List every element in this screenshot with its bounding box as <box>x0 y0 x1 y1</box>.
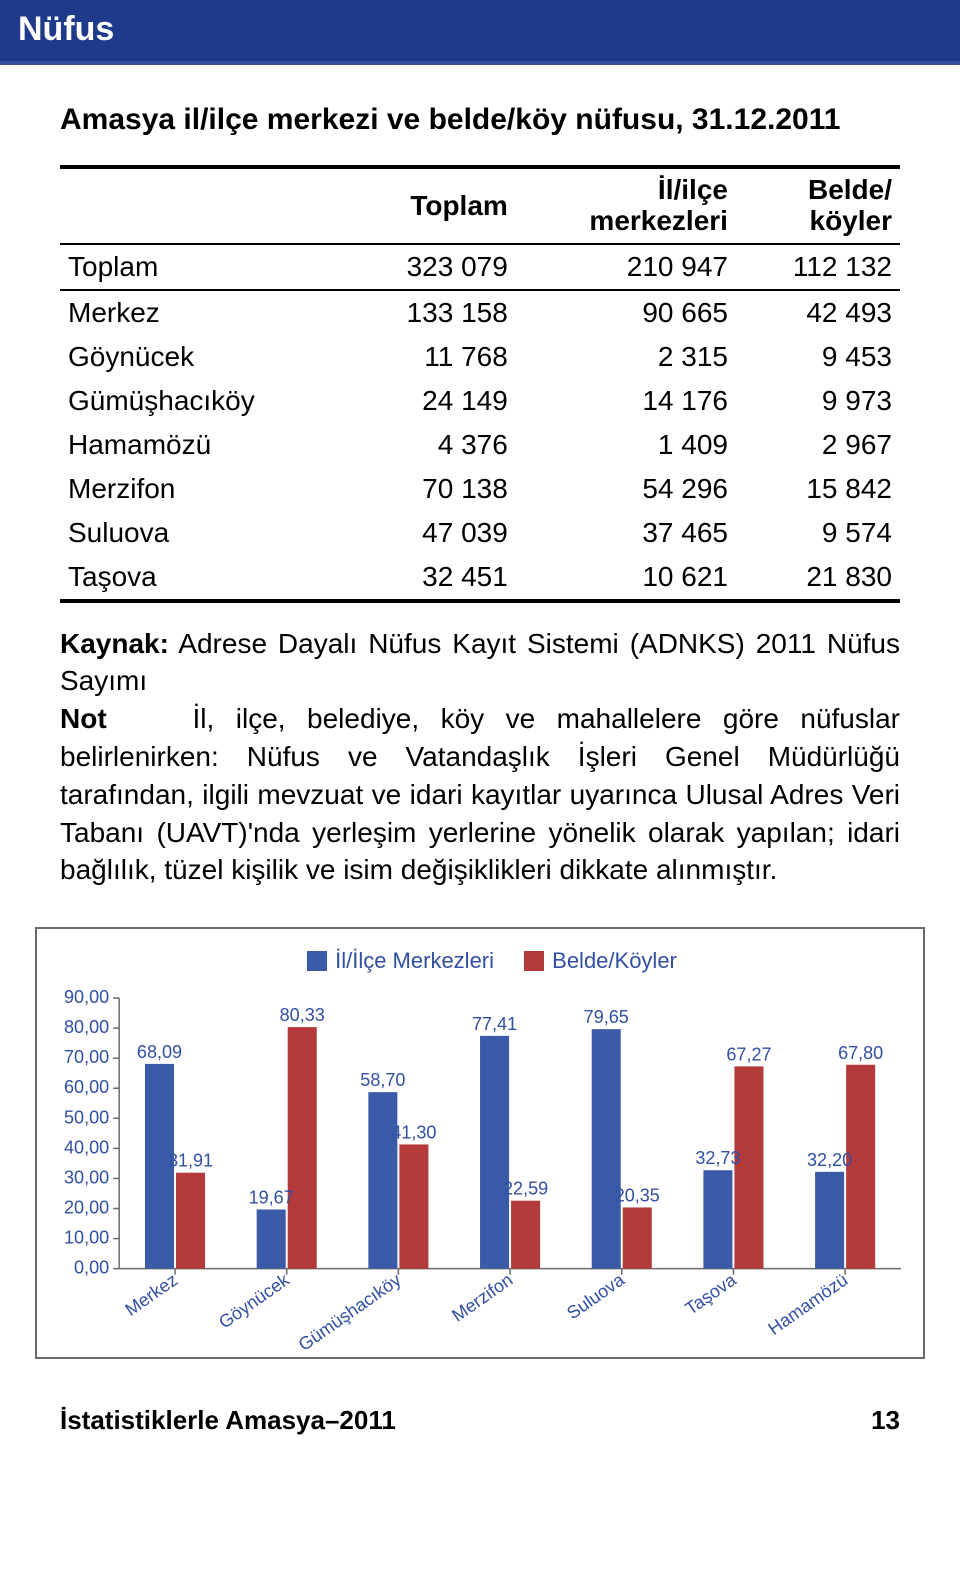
table-row-total: Toplam 323 079 210 947 112 132 <box>60 244 900 290</box>
cell-label: Merzifon <box>60 467 349 511</box>
cell-v1: 32 451 <box>349 555 516 601</box>
cell-label: Göynücek <box>60 335 349 379</box>
svg-text:68,09: 68,09 <box>137 1042 182 1062</box>
table-row: Merzifon 70 138 54 296 15 842 <box>60 467 900 511</box>
cell-v1: 47 039 <box>349 511 516 555</box>
svg-text:67,80: 67,80 <box>838 1043 883 1063</box>
not-label: Not <box>60 703 107 734</box>
cell-v1: 133 158 <box>349 290 516 335</box>
svg-text:32,20: 32,20 <box>807 1150 852 1170</box>
svg-text:Taşova: Taşova <box>681 1269 740 1319</box>
th-belde-koy-line1: Belde/ <box>808 174 892 205</box>
legend-swatch-2 <box>524 951 544 971</box>
cell-v1: 11 768 <box>349 335 516 379</box>
page-footer: İstatistiklerle Amasya–2011 13 <box>0 1359 960 1436</box>
cell-v2: 1 409 <box>516 423 736 467</box>
cell-v2: 10 621 <box>516 555 736 601</box>
table-row: Göynücek 11 768 2 315 9 453 <box>60 335 900 379</box>
cell-v3: 15 842 <box>736 467 900 511</box>
cell-v1: 4 376 <box>349 423 516 467</box>
table-row: Hamamözü 4 376 1 409 2 967 <box>60 423 900 467</box>
cell-v3: 9 574 <box>736 511 900 555</box>
cell-v2: 54 296 <box>516 467 736 511</box>
th-il-ilce: İl/ilçe merkezleri <box>516 167 736 244</box>
not-text: İl, ilçe, belediye, köy ve mahallelere g… <box>60 703 900 885</box>
cell-v3: 112 132 <box>736 244 900 290</box>
cell-label: Gümüşhacıköy <box>60 379 349 423</box>
kaynak-label: Kaynak: <box>60 628 169 659</box>
cell-v2: 14 176 <box>516 379 736 423</box>
svg-text:90,00: 90,00 <box>64 988 109 1007</box>
svg-text:70,00: 70,00 <box>64 1048 109 1068</box>
cell-v1: 323 079 <box>349 244 516 290</box>
chart-legend: İl/İlçe Merkezleri Belde/Köyler <box>49 947 911 974</box>
svg-text:80,33: 80,33 <box>280 1005 325 1025</box>
cell-label: Suluova <box>60 511 349 555</box>
svg-text:79,65: 79,65 <box>584 1007 629 1027</box>
table-row: Merkez 133 158 90 665 42 493 <box>60 290 900 335</box>
cell-label: Merkez <box>60 290 349 335</box>
svg-text:Hamamözü: Hamamözü <box>764 1270 851 1339</box>
svg-text:32,73: 32,73 <box>695 1149 740 1169</box>
svg-text:20,35: 20,35 <box>615 1186 660 1206</box>
cell-label: Taşova <box>60 555 349 601</box>
notes-block: Kaynak: Adrese Dayalı Nüfus Kayıt Sistem… <box>60 625 900 890</box>
th-il-ilce-line1: İl/ilçe <box>658 174 728 205</box>
page-subtitle: Amasya il/ilçe merkezi ve belde/köy nüfu… <box>60 103 900 137</box>
svg-text:58,70: 58,70 <box>360 1070 405 1090</box>
svg-text:0,00: 0,00 <box>74 1258 109 1278</box>
svg-text:40,00: 40,00 <box>64 1138 109 1158</box>
svg-text:50,00: 50,00 <box>64 1108 109 1128</box>
svg-text:19,67: 19,67 <box>249 1188 294 1208</box>
svg-text:31,91: 31,91 <box>168 1151 213 1171</box>
legend-swatch-1 <box>307 951 327 971</box>
svg-text:Merzifon: Merzifon <box>448 1270 516 1326</box>
cell-v2: 2 315 <box>516 335 736 379</box>
svg-text:10,00: 10,00 <box>64 1228 109 1248</box>
cell-v3: 21 830 <box>736 555 900 601</box>
svg-text:20,00: 20,00 <box>64 1198 109 1218</box>
cell-v2: 37 465 <box>516 511 736 555</box>
cell-v2: 90 665 <box>516 290 736 335</box>
svg-text:Suluova: Suluova <box>563 1269 629 1323</box>
table-row: Suluova 47 039 37 465 9 574 <box>60 511 900 555</box>
svg-text:Göynücek: Göynücek <box>215 1269 294 1333</box>
cell-v3: 42 493 <box>736 290 900 335</box>
th-belde-koy: Belde/ köyler <box>736 167 900 244</box>
svg-text:60,00: 60,00 <box>64 1078 109 1098</box>
svg-text:Gümüşhacıköy: Gümüşhacıköy <box>295 1270 405 1349</box>
cell-v1: 24 149 <box>349 379 516 423</box>
cell-v2: 210 947 <box>516 244 736 290</box>
population-table: Toplam İl/ilçe merkezleri Belde/ köyler … <box>60 165 900 603</box>
cell-v1: 70 138 <box>349 467 516 511</box>
svg-text:22,59: 22,59 <box>503 1179 548 1199</box>
cell-label: Toplam <box>60 244 349 290</box>
footer-left: İstatistiklerle Amasya–2011 <box>60 1405 396 1436</box>
table-row: Gümüşhacıköy 24 149 14 176 9 973 <box>60 379 900 423</box>
th-blank <box>60 167 349 244</box>
th-belde-koy-line2: köyler <box>810 205 893 236</box>
legend-label-2: Belde/Köyler <box>552 948 677 973</box>
svg-text:80,00: 80,00 <box>64 1017 109 1037</box>
bar-chart: 0,00 10,00 20,00 30,00 40,00 50,00 60,00 70,00 8… <box>49 988 911 1349</box>
legend-label-1: İl/İlçe Merkezleri <box>335 948 494 973</box>
th-il-ilce-line2: merkezleri <box>589 205 728 236</box>
footer-page-number: 13 <box>871 1405 900 1436</box>
table-row: Taşova 32 451 10 621 21 830 <box>60 555 900 601</box>
chart-container: İl/İlçe Merkezleri Belde/Köyler 0,00 10,0… <box>35 927 925 1359</box>
cell-v3: 2 967 <box>736 423 900 467</box>
svg-text:Merkez: Merkez <box>121 1270 181 1320</box>
svg-text:67,27: 67,27 <box>726 1045 771 1065</box>
cell-v3: 9 453 <box>736 335 900 379</box>
section-title: Nüfus <box>0 0 960 65</box>
svg-text:41,30: 41,30 <box>391 1123 436 1143</box>
cell-label: Hamamözü <box>60 423 349 467</box>
svg-text:30,00: 30,00 <box>64 1168 109 1188</box>
cell-v3: 9 973 <box>736 379 900 423</box>
th-toplam: Toplam <box>349 167 516 244</box>
svg-text:77,41: 77,41 <box>472 1014 517 1034</box>
kaynak-text: Adrese Dayalı Nüfus Kayıt Sistemi (ADNKS… <box>60 628 900 697</box>
